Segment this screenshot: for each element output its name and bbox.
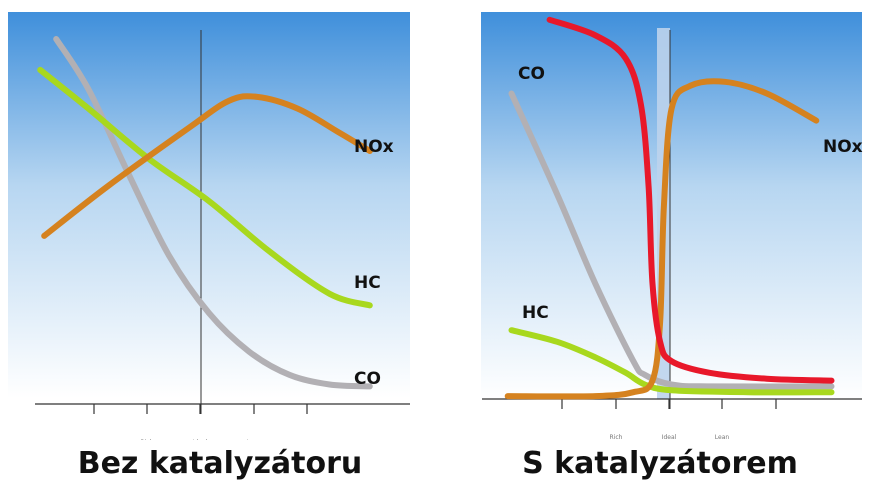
x-tick-label: Lean	[715, 434, 730, 440]
catalyst-emissions-figure: Rich Ideal Lean CO HC NOx Rich Ideal Lean CO HC NOx	[8, 12, 863, 440]
series-label-nox-left: NOx	[354, 137, 394, 157]
series-line-red-right	[546, 16, 835, 384]
chart-panel-right: Rich Ideal Lean CO HC NOx	[481, 12, 863, 440]
series-label-nox-right: NOx	[823, 137, 863, 157]
series-label-hc-left: HC	[354, 273, 381, 293]
series-label-hc-right: HC	[522, 303, 549, 323]
chart-title-right: S katalyzátorem	[522, 446, 798, 481]
series-line-nox-left	[41, 93, 373, 239]
chart-panel-left: Rich Ideal Lean CO HC NOx	[8, 12, 410, 440]
series-line-co-left	[53, 36, 373, 390]
series-label-co-right: CO	[518, 64, 545, 84]
series-line-co-right	[508, 90, 835, 390]
x-tick-label: Rich	[141, 439, 154, 440]
x-tick-label: Ideal	[662, 434, 677, 440]
series-label-co-left: CO	[354, 369, 381, 389]
series-line-hc-left	[37, 66, 373, 309]
x-tick-label: Rich	[610, 434, 623, 440]
series-line-nox-right	[504, 78, 820, 400]
plot-background	[8, 12, 410, 398]
chart-title-left: Bez katalyzátoru	[77, 446, 363, 481]
x-tick-label: Ideal	[193, 439, 208, 440]
series-line-hc-right	[508, 327, 835, 396]
x-tick-label: Lean	[247, 439, 262, 440]
